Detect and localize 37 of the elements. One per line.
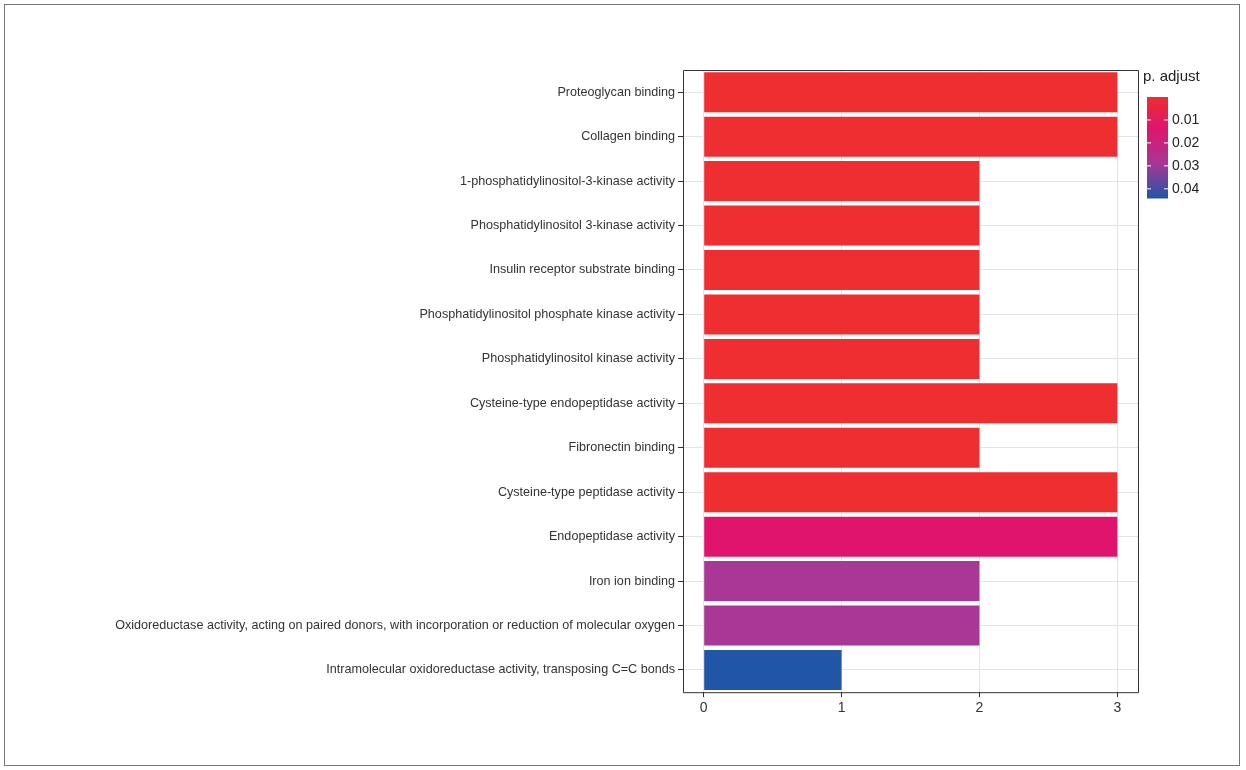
y-tick-label: Intramolecular oxidoreductase activity, transposing C=C bonds <box>326 662 675 677</box>
bar <box>704 249 980 290</box>
color-bar-title: p. adjust <box>1143 67 1201 84</box>
bar <box>704 161 980 202</box>
bar <box>704 649 842 690</box>
color-bar-label: 0.02 <box>1172 133 1200 150</box>
y-tick-label: Fibronectin binding <box>568 440 675 455</box>
bar <box>704 116 1118 157</box>
y-tick-label: Oxidoreductase activity, acting on paired donors, with incorporation or reduction of molecular oxygen <box>115 618 675 633</box>
color-bar-label: 0.04 <box>1172 179 1200 196</box>
y-tick-label: Proteoglycan binding <box>557 84 675 99</box>
y-tick-label: 1-phosphatidylinositol-3-kinase activity <box>460 173 676 188</box>
y-tick-label: Phosphatidylinositol 3-kinase activity <box>470 218 676 233</box>
x-tick-label: 0 <box>699 699 708 716</box>
x-tick-label: 1 <box>837 699 846 716</box>
bar <box>704 294 980 335</box>
bar <box>704 561 980 602</box>
y-tick-label: Cysteine-type peptidase activity <box>497 484 676 499</box>
y-tick-label: Endopeptidase activity <box>548 529 676 544</box>
bar <box>704 427 980 468</box>
bar <box>704 72 1118 113</box>
bar <box>704 205 980 246</box>
bar <box>704 516 1118 557</box>
bar <box>704 472 1118 513</box>
bar <box>704 338 980 379</box>
bar <box>704 383 1118 424</box>
y-tick-label: Cysteine-type endopeptidase activity <box>469 395 676 410</box>
y-tick-label: Iron ion binding <box>588 573 675 588</box>
color-bar-label: 0.03 <box>1172 156 1200 173</box>
x-tick-label: 3 <box>1113 699 1122 716</box>
y-tick-label: Collagen binding <box>581 129 675 144</box>
x-tick-label: 2 <box>975 699 984 716</box>
color-bar-label: 0.01 <box>1172 110 1200 127</box>
y-tick-label: Phosphatidylinositol kinase activity <box>481 351 676 366</box>
y-tick-label: Insulin receptor substrate binding <box>489 262 675 277</box>
y-tick-label: Phosphatidylinositol phosphate kinase activity <box>419 306 676 321</box>
bar <box>704 605 980 646</box>
